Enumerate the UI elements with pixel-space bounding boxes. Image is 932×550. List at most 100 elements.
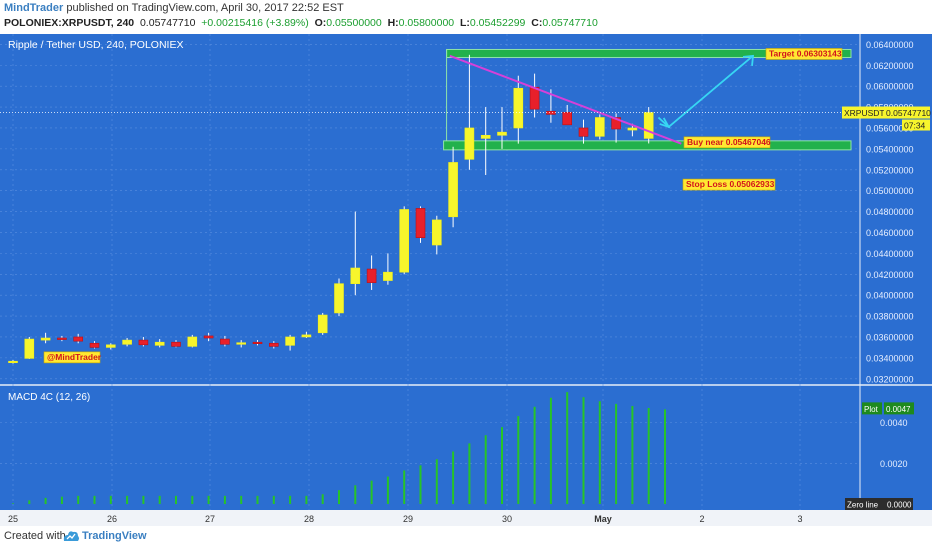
buy-zone[interactable]	[443, 140, 852, 151]
price-tick-label: 0.03200000	[866, 374, 914, 384]
candle[interactable]	[594, 117, 605, 137]
time-tick-label: 25	[8, 514, 18, 524]
candle[interactable]	[497, 131, 507, 136]
chart-canvas[interactable]: 0.064000000.062000000.060000000.05800000…	[0, 34, 932, 526]
target-label: Target 0.06303143	[769, 48, 842, 58]
candle[interactable]	[480, 134, 491, 139]
candle[interactable]	[464, 127, 475, 160]
created-with-text: Created with	[4, 530, 66, 542]
candle[interactable]	[203, 335, 214, 339]
arrow-head-up-icon	[742, 54, 755, 66]
candle[interactable]	[285, 336, 295, 346]
candle[interactable]	[366, 268, 377, 283]
candle[interactable]	[448, 162, 458, 218]
candle[interactable]	[431, 219, 442, 246]
candle[interactable]	[611, 117, 621, 130]
ohlc-line: POLONIEX:XRPUSDT, 240 0.05747710 +0.0021…	[4, 17, 598, 29]
target-label-box[interactable]	[765, 48, 843, 60]
candle[interactable]	[236, 342, 246, 345]
macd-plot-value-box	[884, 402, 914, 415]
macd-title: MACD 4C (12, 26)	[8, 392, 90, 403]
candle[interactable]	[383, 271, 393, 281]
countdown-label: 07:34	[904, 121, 926, 131]
tradingview-logo-icon[interactable]	[62, 529, 80, 543]
candle[interactable]	[220, 338, 230, 345]
macd-tick-label: 0.0020	[880, 459, 908, 469]
candle[interactable]	[546, 110, 556, 115]
candle[interactable]	[562, 111, 573, 126]
last-price-box	[884, 106, 930, 119]
candle[interactable]	[154, 341, 165, 346]
candle[interactable]	[578, 127, 589, 137]
author-link[interactable]: MindTrader	[4, 2, 64, 14]
stop-loss-label-box[interactable]	[682, 178, 776, 191]
price-tick-label: 0.04600000	[866, 228, 914, 238]
tradingview-brand-link[interactable]: TradingView	[82, 530, 147, 542]
candle[interactable]	[8, 360, 18, 364]
macd-plot-value: 0.0047	[886, 405, 911, 414]
zero-line-tag: Zero line	[847, 501, 879, 510]
candle[interactable]	[627, 127, 638, 131]
candle[interactable]	[334, 283, 344, 314]
candle[interactable]	[171, 341, 181, 347]
price-tick-label: 0.04800000	[866, 207, 914, 217]
low-label: L:	[459, 17, 470, 29]
candle[interactable]	[138, 339, 149, 346]
open-label: O:	[314, 17, 327, 29]
last-price: 0.05747710	[139, 17, 196, 29]
candle[interactable]	[399, 209, 410, 273]
published-text: published on TradingView.com, April 30, …	[63, 2, 344, 14]
candle[interactable]	[122, 339, 132, 345]
publication-header: MindTrader published on TradingView.com,…	[0, 0, 932, 34]
symbol-label: POLONIEX:XRPUSDT, 240	[4, 17, 135, 29]
watermark-label-box[interactable]	[43, 351, 101, 364]
time-tick-label: May	[594, 514, 612, 524]
price-tick-label: 0.05000000	[866, 186, 914, 196]
candle[interactable]	[268, 342, 279, 347]
trendline[interactable]	[449, 54, 682, 145]
candle[interactable]	[252, 341, 263, 344]
zero-line-tag-box	[845, 498, 885, 510]
zero-line-value: 0.0000	[887, 501, 912, 510]
candle[interactable]	[529, 86, 540, 110]
buy-label-box[interactable]	[683, 136, 771, 149]
price-tick-label: 0.04400000	[866, 249, 914, 259]
candle[interactable]	[301, 334, 312, 338]
candle[interactable]	[513, 87, 524, 129]
price-chart-title: Ripple / Tether USD, 240, POLONIEX	[8, 39, 183, 51]
price-tick-label: 0.06000000	[866, 82, 914, 92]
open-value: 0.05500000	[326, 17, 382, 29]
candle[interactable]	[24, 338, 35, 359]
time-tick-label: 29	[403, 514, 413, 524]
watermark-label: @MindTrader	[47, 352, 102, 362]
last-price-label: 0.05747710	[886, 108, 931, 118]
price-tick-label: 0.04000000	[866, 291, 914, 301]
macd-plot-tag-box	[862, 402, 882, 415]
candle[interactable]	[187, 336, 198, 347]
price-tick-label: 0.03800000	[866, 312, 914, 322]
candle[interactable]	[350, 267, 361, 284]
price-tick-label: 0.06400000	[866, 40, 914, 50]
time-tick-label: 26	[107, 514, 117, 524]
footer: Created with TradingView	[0, 526, 932, 550]
candle[interactable]	[57, 337, 67, 340]
macd-tick-label: 0.0040	[880, 418, 908, 428]
change-text: +0.00215416 (+3.89%)	[201, 17, 309, 29]
close-value: 0.05747710	[542, 17, 598, 29]
candle[interactable]	[89, 342, 100, 348]
zero-line-value-box	[885, 498, 913, 510]
time-tick-label: 30	[502, 514, 512, 524]
candle[interactable]	[643, 112, 654, 139]
macd-plot-tag: Plot	[864, 405, 879, 414]
price-tick-label: 0.06200000	[866, 61, 914, 71]
price-tick-label: 0.03400000	[866, 353, 914, 363]
candle[interactable]	[73, 336, 83, 342]
low-value: 0.05452299	[469, 17, 526, 29]
candle[interactable]	[40, 337, 51, 341]
candle[interactable]	[415, 208, 426, 238]
price-tick-label: 0.04200000	[866, 270, 914, 280]
candle[interactable]	[317, 314, 328, 334]
candle[interactable]	[106, 344, 116, 348]
time-tick-label: 27	[205, 514, 215, 524]
x-axis-background	[0, 510, 932, 526]
